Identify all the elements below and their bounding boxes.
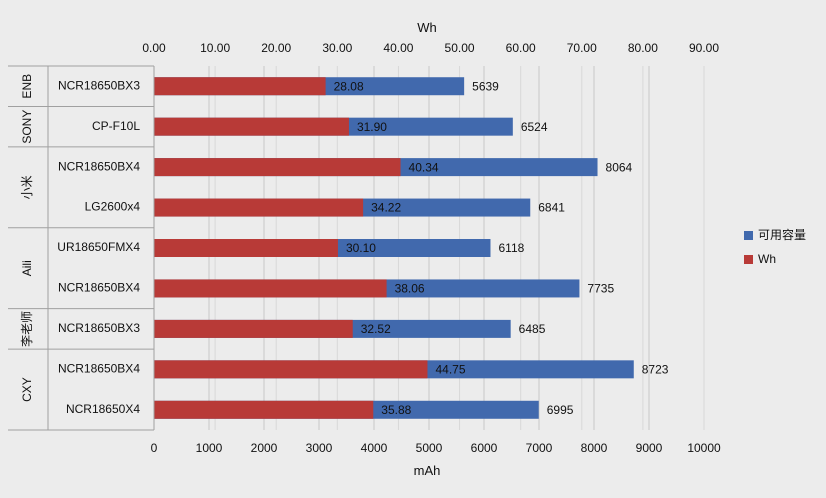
top-tick-label: 80.00: [628, 41, 658, 55]
bar-wh: [154, 77, 326, 96]
top-tick-label: 10.00: [200, 41, 230, 55]
bar-wh: [154, 319, 353, 338]
legend-swatch: [744, 231, 753, 240]
bar-wh: [154, 239, 338, 257]
group-label: 李老师: [19, 311, 34, 347]
bar-wh: [154, 198, 364, 217]
data-label-capacity: 6995: [547, 403, 574, 417]
bottom-tick-label: 6000: [471, 441, 498, 455]
data-label-wh: 44.75: [435, 363, 465, 377]
top-tick-label: 20.00: [261, 41, 291, 55]
top-tick-label: 70.00: [567, 41, 597, 55]
top-tick-label: 50.00: [445, 41, 475, 55]
group-label: CXY: [20, 377, 34, 402]
group-label: Aili: [20, 260, 34, 276]
bottom-tick-label: 7000: [526, 441, 553, 455]
bar-wh: [154, 158, 401, 177]
top-tick-label: 60.00: [506, 41, 536, 55]
category-label: UR18650FMX4: [57, 240, 140, 254]
bar-wh: [154, 279, 387, 298]
data-label-capacity: 8064: [606, 160, 633, 174]
bottom-tick-label: 3000: [306, 441, 333, 455]
bottom-tick-label: 1000: [196, 441, 223, 455]
category-label: NCR18650BX4: [58, 362, 140, 376]
data-label-capacity: 5639: [472, 79, 499, 93]
bottom-tick-label: 5000: [416, 441, 443, 455]
bar-wh: [154, 400, 374, 419]
category-label: CP-F10L: [92, 119, 140, 133]
top-tick-label: 40.00: [383, 41, 413, 55]
data-label-capacity: 6841: [538, 201, 565, 215]
data-label-capacity: 7735: [587, 282, 614, 296]
bottom-tick-label: 8000: [581, 441, 608, 455]
bar-wh: [154, 360, 428, 379]
data-label-wh: 31.90: [357, 120, 387, 134]
data-label-capacity: 8723: [642, 363, 669, 377]
bottom-tick-label: 9000: [636, 441, 663, 455]
category-label: NCR18650BX4: [58, 159, 140, 173]
category-label: NCR18650BX3: [58, 78, 140, 92]
data-label-wh: 28.08: [334, 79, 364, 93]
data-label-capacity: 6524: [521, 120, 548, 134]
data-label-wh: 38.06: [395, 282, 425, 296]
data-label-wh: 40.34: [409, 160, 439, 174]
legend-swatch: [744, 255, 753, 264]
group-label: ENB: [20, 74, 34, 99]
data-label-wh: 34.22: [371, 201, 401, 215]
top-axis-title: Wh: [417, 20, 437, 35]
group-label: 小米: [20, 175, 34, 199]
bottom-tick-label: 2000: [251, 441, 278, 455]
top-tick-label: 90.00: [689, 41, 719, 55]
category-label: NCR18650BX3: [58, 321, 140, 335]
category-label: NCR18650X4: [66, 402, 140, 416]
legend-label: Wh: [758, 252, 776, 266]
data-label-capacity: 6485: [519, 322, 546, 336]
bottom-tick-label: 4000: [361, 441, 388, 455]
data-label-wh: 32.52: [361, 322, 391, 336]
category-label: NCR18650BX4: [58, 281, 140, 295]
bar-wh: [154, 117, 349, 136]
data-label-capacity: 6118: [498, 241, 524, 255]
bottom-tick-label: 10000: [687, 441, 721, 455]
group-label: SONY: [20, 110, 34, 144]
data-label-wh: 35.88: [381, 403, 411, 417]
data-label-wh: 30.10: [346, 241, 376, 255]
legend-label: 可用容量: [758, 227, 806, 242]
bottom-axis-title: mAh: [414, 463, 441, 478]
bottom-tick-label: 0: [151, 441, 158, 455]
top-tick-label: 30.00: [322, 41, 352, 55]
category-label: LG2600x4: [85, 200, 141, 214]
top-tick-label: 0.00: [142, 41, 166, 55]
